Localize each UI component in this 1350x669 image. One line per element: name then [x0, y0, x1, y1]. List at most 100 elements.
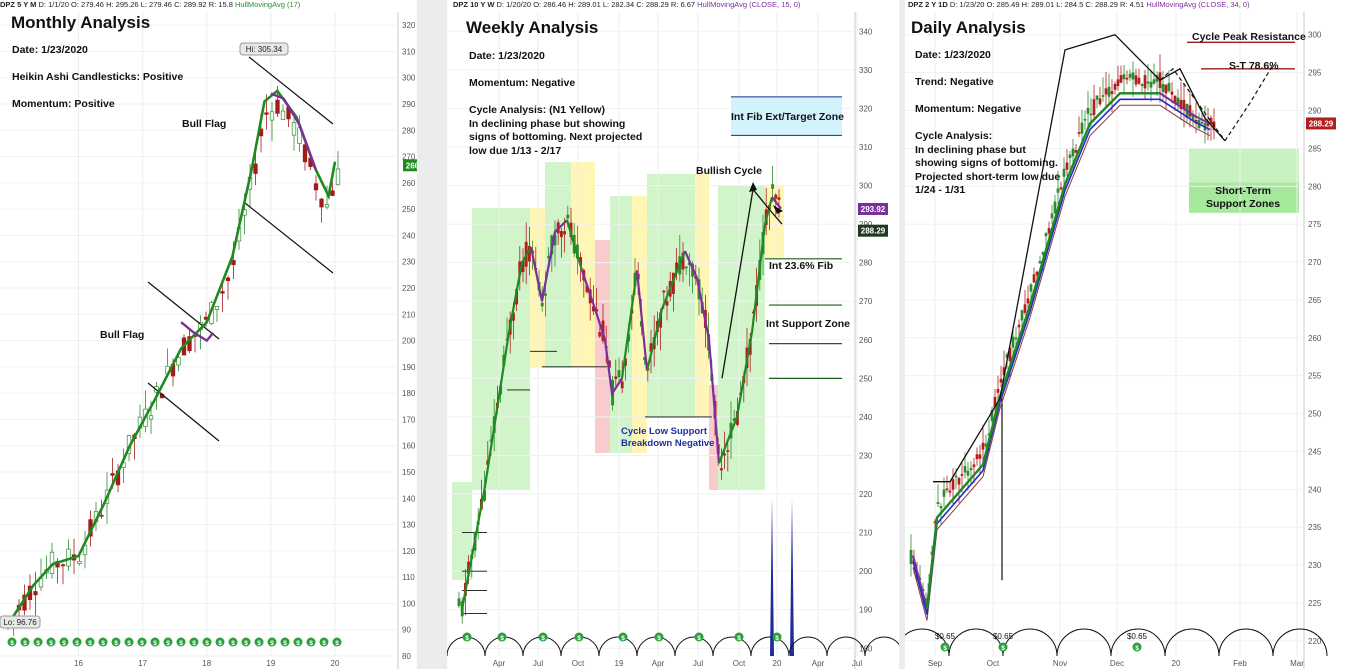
- monthly-flag-line: [248, 56, 334, 125]
- daily-candle-body: [1164, 84, 1168, 94]
- daily-candle-body: [1095, 95, 1099, 100]
- weekly-candle-body: [771, 184, 775, 189]
- monthly-dividend-glyph: $: [36, 640, 40, 647]
- weekly-last-price-tag-bg: [858, 224, 888, 237]
- daily-symbol[interactable]: DPZ 2 Y 1D: [908, 0, 948, 9]
- weekly-cycle-arc: [712, 636, 752, 657]
- weekly-header-hma[interactable]: HullMovingAvg (CLOSE, 15, 0): [697, 0, 801, 9]
- weekly-fib-zone-label: Int Fib Ext/Target Zone: [731, 111, 844, 123]
- monthly-bull-flag-lower: Bull Flag: [100, 329, 145, 341]
- monthly-y-tick: 190: [402, 363, 416, 372]
- weekly-arrow-head: [773, 205, 783, 214]
- monthly-dividend-glyph: $: [218, 640, 222, 647]
- monthly-y-tick: 320: [402, 21, 416, 30]
- daily-chart-svg: 300 295 290 285 280 275 270 265 260 255 250 245 240 2…: [905, 12, 1336, 669]
- daily-x-tick: Nov: [1053, 659, 1067, 668]
- weekly-dividend-marker: [497, 632, 507, 642]
- daily-candle-body: [1104, 88, 1108, 95]
- daily-candle-body: [957, 477, 961, 485]
- monthly-x-tick: 18: [202, 659, 211, 668]
- monthly-dividend-marker: [306, 637, 316, 647]
- monthly-dividend-glyph: $: [270, 640, 274, 647]
- monthly-bull-flag-upper: Bull Flag: [182, 118, 227, 130]
- daily-support-zone-inner: [1189, 182, 1299, 213]
- daily-x-tick: Sep: [928, 659, 943, 668]
- daily-candle-body: [1065, 162, 1069, 170]
- weekly-cycle-zone: [709, 385, 718, 490]
- weekly-x-tick: Apr: [652, 659, 665, 668]
- weekly-candle-body: [726, 450, 730, 452]
- monthly-y-tick: 280: [402, 126, 416, 135]
- monthly-candle-body: [231, 260, 236, 266]
- daily-candle-body: [1014, 337, 1018, 340]
- monthly-dividend-marker: [189, 637, 199, 647]
- daily-cycle-arc: [1164, 628, 1220, 657]
- monthly-candle-body: [335, 168, 341, 186]
- weekly-dividend-glyph: $: [465, 635, 469, 642]
- daily-x-tick: Mar: [1290, 659, 1304, 668]
- daily-candle-body: [951, 479, 955, 490]
- daily-candle-body: [1146, 81, 1150, 84]
- daily-candle-body: [1152, 79, 1156, 84]
- monthly-header-hma[interactable]: HullMovingAvg (17): [234, 0, 301, 9]
- weekly-candle-body: [559, 231, 563, 238]
- daily-header-hma[interactable]: HullMovingAvg (CLOSE, 34, 0): [1146, 0, 1250, 9]
- weekly-y-tick: 280: [859, 259, 873, 268]
- daily-candle-body: [1179, 99, 1183, 110]
- daily-candle-body: [990, 409, 994, 421]
- daily-y-tick: 235: [1308, 523, 1322, 532]
- weekly-dividend-glyph: $: [577, 635, 581, 642]
- daily-candle-body: [1017, 324, 1021, 328]
- weekly-candle-body: [620, 381, 624, 389]
- weekly-volume-spike: [770, 498, 774, 656]
- monthly-hi-label: Hi: 305.34: [246, 45, 283, 54]
- weekly-x-tick: Apr: [493, 659, 506, 668]
- weekly-y-tick: 300: [859, 182, 873, 191]
- weekly-title: Weekly Analysis: [466, 18, 599, 37]
- monthly-dividend-marker: [228, 637, 238, 647]
- weekly-dividend-glyph: $: [541, 635, 545, 642]
- monthly-dividend-marker: [124, 637, 134, 647]
- panel-separator: [417, 0, 447, 669]
- monthly-dividend-marker: [267, 637, 277, 647]
- daily-candle-body: [1140, 84, 1144, 86]
- daily-candle-body: [1107, 86, 1111, 97]
- daily-dividend-marker: [998, 642, 1008, 652]
- weekly-dividend-glyph: $: [775, 635, 779, 642]
- weekly-y-tick: 230: [859, 451, 873, 460]
- monthly-candle-body: [313, 183, 319, 191]
- monthly-dividend-glyph: $: [101, 640, 105, 647]
- monthly-x-tick: 16: [74, 659, 83, 668]
- daily-y-tick: 250: [1308, 410, 1322, 419]
- daily-candle-body: [1020, 310, 1024, 321]
- weekly-hma-line: [717, 196, 774, 464]
- monthly-dividend-glyph: $: [309, 640, 313, 647]
- daily-y-tick: 230: [1308, 561, 1322, 570]
- monthly-candle-body: [99, 514, 104, 517]
- weekly-candle-body: [719, 468, 723, 471]
- daily-candle-body: [1101, 95, 1105, 97]
- daily-trend-note: Trend: Negative: [915, 76, 994, 88]
- daily-candle-body: [1209, 117, 1213, 125]
- daily-last-price-tag: 288.29: [1309, 119, 1334, 128]
- monthly-candle-body: [302, 144, 308, 163]
- monthly-x-tick: 20: [331, 659, 340, 668]
- weekly-cycle-arc: [826, 636, 866, 657]
- weekly-symbol[interactable]: DPZ 10 Y W: [453, 0, 495, 9]
- monthly-candle-body: [275, 99, 280, 114]
- monthly-dividend-glyph: $: [114, 640, 118, 647]
- daily-x-tick: Feb: [1233, 659, 1247, 668]
- weekly-dividend-marker: [772, 632, 782, 642]
- daily-candle-body: [1182, 99, 1186, 109]
- daily-dividend-glyph: $: [943, 645, 947, 652]
- monthly-candle-body: [319, 198, 324, 208]
- daily-date-note: Date: 1/23/2020: [915, 49, 991, 61]
- monthly-symbol[interactable]: DPZ 5 Y M: [0, 0, 37, 9]
- monthly-heikin-note: Heikin Ashi Candlesticks: Positive: [12, 71, 184, 83]
- monthly-dividend-glyph: $: [335, 640, 339, 647]
- monthly-dividend-marker: [319, 637, 329, 647]
- weekly-header-open: O: 286.46: [533, 0, 567, 9]
- weekly-hma-line: [460, 246, 532, 610]
- daily-candle-body: [1071, 148, 1075, 157]
- monthly-flag-line: [147, 281, 220, 340]
